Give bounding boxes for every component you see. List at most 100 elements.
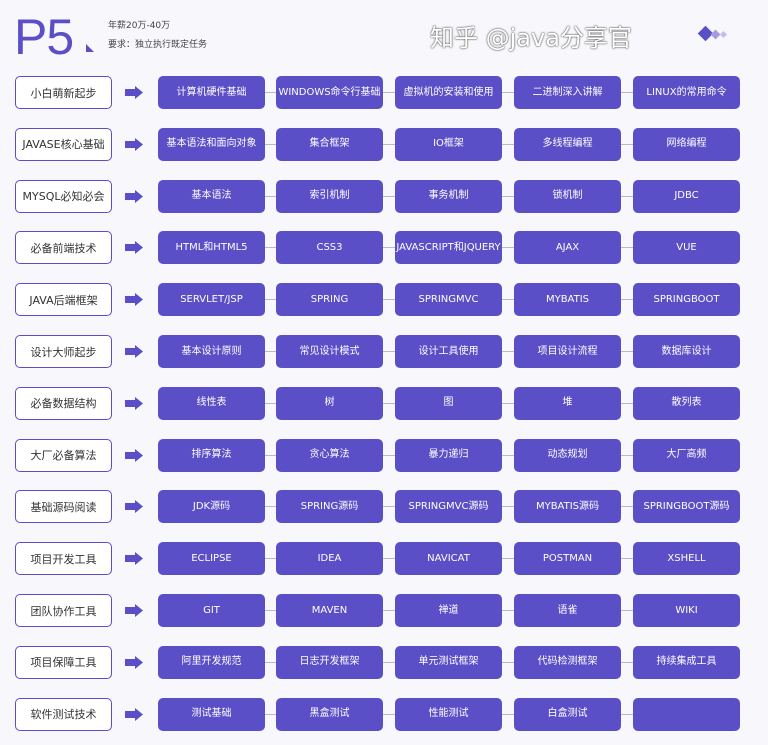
topic-item: 锁机制 xyxy=(514,179,621,213)
category-label: 小白萌新起步 xyxy=(15,76,112,109)
arrow-right-icon xyxy=(125,604,143,617)
topic-item: 事务机制 xyxy=(395,179,502,213)
roadmap-row: 设计大师起步 基本设计原则 常见设计模式 设计工具使用 项目设计流程 数据库设计 xyxy=(0,335,768,368)
topic-item: 项目设计流程 xyxy=(514,335,621,368)
watermark: 知乎 @java分享官 xyxy=(430,24,632,52)
topic-item: JDK源码 xyxy=(158,490,265,524)
topic-item: 计算机硬件基础 xyxy=(158,76,265,109)
topic-item: 禅道 xyxy=(395,594,502,627)
topic-item: ECLIPSE xyxy=(158,542,265,576)
topic-item: 线性表 xyxy=(158,386,265,420)
topic-item: SERVLET/JSP xyxy=(158,283,265,317)
arrow-right-icon xyxy=(125,345,143,358)
roadmap-row: 小白萌新起步 计算机硬件基础 WINDOWS命令行基础 虚拟机的安装和使用 二进制深入… xyxy=(0,76,768,109)
topic-item: VUE xyxy=(633,231,740,265)
topic-item: 排序算法 xyxy=(158,438,265,472)
topic-item: MYBATIS源码 xyxy=(514,490,621,524)
topic-item: SPRINGBOOT xyxy=(633,283,740,317)
topic-item: 白盒测试 xyxy=(514,697,621,731)
topic-item: XSHELL xyxy=(633,542,740,576)
topic-item: 二进制深入讲解 xyxy=(514,76,621,109)
topic-item: 持续集成工具 xyxy=(633,645,740,679)
topic-item: MAVEN xyxy=(276,594,383,627)
topic-item: SPRING源码 xyxy=(276,490,383,524)
topic-item: 语雀 xyxy=(514,594,621,627)
salary-text: 年薪20万-40万 xyxy=(108,21,171,31)
topic-item: SPRINGMVC源码 xyxy=(395,490,502,524)
topic-item: 阿里开发规范 xyxy=(158,645,265,679)
roadmap-row: JAVA后端框架 SERVLET/JSP SPRING SPRINGMVC MYBAT… xyxy=(0,283,768,317)
topic-item: NAVICAT xyxy=(395,542,502,576)
topic-item: 动态规划 xyxy=(514,438,621,472)
roadmap-row: 必备前端技术 HTML和HTML5 CSS3 JAVASCRIPT和JQUERY AJ… xyxy=(0,231,768,265)
topic-item: 黑盒测试 xyxy=(276,697,383,731)
topic-item: 贪心算法 xyxy=(276,438,383,472)
topic-item: 散列表 xyxy=(633,386,740,420)
topic-item: 图 xyxy=(395,386,502,420)
topic-item xyxy=(633,697,740,731)
arrow-right-icon xyxy=(125,655,143,669)
topic-item: JAVASCRIPT和JQUERY xyxy=(395,231,502,265)
topic-item: 基本语法和面向对象 xyxy=(158,127,265,161)
topic-item: 虚拟机的安装和使用 xyxy=(395,76,502,109)
roadmap-row: JAVASE核心基础 基本语法和面向对象 集合框架 IO框架 多线程编程 网络编程 xyxy=(0,127,768,161)
topic-item: 堆 xyxy=(514,386,621,420)
category-label: 项目开发工具 xyxy=(15,542,112,576)
topic-item: GIT xyxy=(158,594,265,627)
category-label: JAVASE核心基础 xyxy=(15,127,112,161)
arrow-right-icon xyxy=(125,552,143,566)
category-label: 项目保障工具 xyxy=(15,645,112,679)
topic-item: 基本语法 xyxy=(158,179,265,213)
category-label: 必备数据结构 xyxy=(15,386,112,420)
roadmap-row: 大厂必备算法 排序算法 贪心算法 暴力递归 动态规划 大厂高频 xyxy=(0,438,768,472)
category-label: 必备前端技术 xyxy=(15,231,112,265)
topic-item: 性能测试 xyxy=(395,697,502,731)
category-label: 大厂必备算法 xyxy=(15,438,112,472)
topic-item: HTML和HTML5 xyxy=(158,231,265,265)
topic-item: 集合框架 xyxy=(276,127,383,161)
level-title: P5 xyxy=(14,9,74,65)
topic-item: POSTMAN xyxy=(514,542,621,576)
topic-item: JDBC xyxy=(633,179,740,213)
topic-item: 索引机制 xyxy=(276,179,383,213)
topic-item: 网络编程 xyxy=(633,127,740,161)
category-label: 软件测试技术 xyxy=(15,697,112,731)
arrow-right-icon xyxy=(125,137,143,151)
roadmap-row: 项目保障工具 阿里开发规范 日志开发框架 单元测试框架 代码检测框架 持续集成工具 xyxy=(0,645,768,679)
topic-item: LINUX的常用命令 xyxy=(633,76,740,109)
topic-item: 日志开发框架 xyxy=(276,645,383,679)
topic-item: SPRINGBOOT源码 xyxy=(633,490,740,524)
roadmap-row: 团队协作工具 GIT MAVEN 禅道 语雀 WIKI xyxy=(0,594,768,627)
topic-item: AJAX xyxy=(514,231,621,265)
category-label: 基础源码阅读 xyxy=(15,490,112,524)
topic-item: CSS3 xyxy=(276,231,383,265)
topic-item: 大厂高频 xyxy=(633,438,740,472)
topic-item: 测试基础 xyxy=(158,697,265,731)
arrow-right-icon xyxy=(125,86,143,99)
topic-item: 单元测试框架 xyxy=(395,645,502,679)
category-label: MYSQL必知必会 xyxy=(15,179,112,213)
triangle-decoration xyxy=(86,44,94,52)
category-label: JAVA后端框架 xyxy=(15,283,112,317)
arrow-right-icon xyxy=(125,396,143,410)
topic-item: WINDOWS命令行基础 xyxy=(276,76,383,109)
topic-item: 代码检测框架 xyxy=(514,645,621,679)
topic-item: 基本设计原则 xyxy=(158,335,265,368)
topic-item: SPRING xyxy=(276,283,383,317)
topic-item: 暴力递归 xyxy=(395,438,502,472)
topic-item: 数据库设计 xyxy=(633,335,740,368)
roadmap-row: 项目开发工具 ECLIPSE IDEA NAVICAT POSTMAN XSHELL xyxy=(0,542,768,576)
arrow-right-icon xyxy=(125,189,143,203)
topic-item: 多线程编程 xyxy=(514,127,621,161)
topic-item: 常见设计模式 xyxy=(276,335,383,368)
roadmap-row: MYSQL必知必会 基本语法 索引机制 事务机制 锁机制 JDBC xyxy=(0,179,768,213)
topic-item: MYBATIS xyxy=(514,283,621,317)
category-label: 团队协作工具 xyxy=(15,594,112,627)
requirement-text: 要求：独立执行既定任务 xyxy=(108,40,208,50)
arrow-right-icon xyxy=(125,241,143,255)
category-label: 设计大师起步 xyxy=(15,335,112,368)
roadmap-row: 必备数据结构 线性表树图堆散列表 xyxy=(0,386,768,420)
topic-item: IO框架 xyxy=(395,127,502,161)
roadmap-row: 基础源码阅读 JDK源码 SPRING源码 SPRINGMVC源码 MYBATIS源码… xyxy=(0,490,768,524)
arrow-right-icon xyxy=(125,500,143,514)
